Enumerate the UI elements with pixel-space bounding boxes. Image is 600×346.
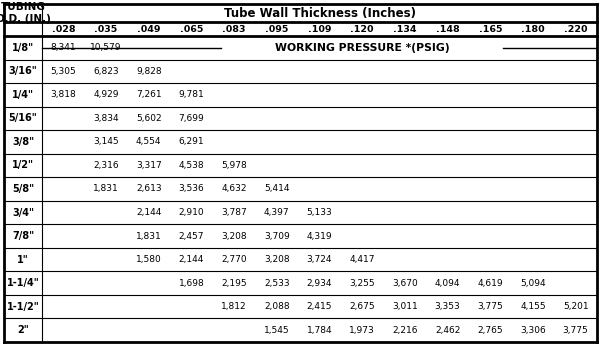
Text: 4,538: 4,538 <box>179 161 204 170</box>
Text: WORKING PRESSURE *(PSIG): WORKING PRESSURE *(PSIG) <box>275 43 449 53</box>
Text: .134: .134 <box>393 25 416 34</box>
Text: .065: .065 <box>180 25 203 34</box>
Text: 4,155: 4,155 <box>520 302 546 311</box>
Text: 1-1/4": 1-1/4" <box>7 278 40 288</box>
Text: 4,554: 4,554 <box>136 137 161 146</box>
Text: 10,579: 10,579 <box>90 43 122 52</box>
Text: .049: .049 <box>137 25 160 34</box>
Text: 4,397: 4,397 <box>264 208 290 217</box>
Text: 3,775: 3,775 <box>563 326 589 335</box>
Text: 2,457: 2,457 <box>179 231 204 240</box>
Text: 2,415: 2,415 <box>307 302 332 311</box>
Text: 2": 2" <box>17 325 29 335</box>
Text: 3,670: 3,670 <box>392 279 418 288</box>
Text: 3,353: 3,353 <box>435 302 460 311</box>
Text: 2,613: 2,613 <box>136 184 161 193</box>
Text: 3,724: 3,724 <box>307 255 332 264</box>
Text: 3,145: 3,145 <box>93 137 119 146</box>
Text: 3/8": 3/8" <box>12 137 34 147</box>
Text: .220: .220 <box>564 25 587 34</box>
Text: 1": 1" <box>17 255 29 265</box>
Text: TUBING
O.D. (IN.): TUBING O.D. (IN.) <box>0 2 50 24</box>
Text: .083: .083 <box>223 25 246 34</box>
Text: 5,201: 5,201 <box>563 302 589 311</box>
Text: 1,784: 1,784 <box>307 326 332 335</box>
Text: 3,255: 3,255 <box>349 279 375 288</box>
Text: 5,602: 5,602 <box>136 114 161 123</box>
Text: 3,536: 3,536 <box>179 184 204 193</box>
Text: 2,195: 2,195 <box>221 279 247 288</box>
Text: 7/8": 7/8" <box>12 231 34 241</box>
Text: 2,144: 2,144 <box>179 255 204 264</box>
Text: .028: .028 <box>52 25 75 34</box>
Text: 1,831: 1,831 <box>93 184 119 193</box>
Text: 2,533: 2,533 <box>264 279 290 288</box>
Text: 5,305: 5,305 <box>50 67 76 76</box>
Text: 2,216: 2,216 <box>392 326 418 335</box>
Text: .035: .035 <box>94 25 118 34</box>
Text: 1,812: 1,812 <box>221 302 247 311</box>
Text: 3/16": 3/16" <box>8 66 37 76</box>
Text: 3,317: 3,317 <box>136 161 161 170</box>
Text: 5/16": 5/16" <box>8 113 37 124</box>
Text: 7,699: 7,699 <box>179 114 204 123</box>
Text: 2,910: 2,910 <box>179 208 204 217</box>
Text: 2,675: 2,675 <box>349 302 375 311</box>
Text: .109: .109 <box>308 25 331 34</box>
Text: .148: .148 <box>436 25 460 34</box>
Text: 5,094: 5,094 <box>520 279 546 288</box>
Text: 5/8": 5/8" <box>12 184 34 194</box>
Text: .180: .180 <box>521 25 545 34</box>
Text: 5,414: 5,414 <box>264 184 290 193</box>
Text: 4,632: 4,632 <box>221 184 247 193</box>
Text: 3,775: 3,775 <box>478 302 503 311</box>
Text: 5,978: 5,978 <box>221 161 247 170</box>
Text: 1,973: 1,973 <box>349 326 375 335</box>
Text: 3,306: 3,306 <box>520 326 546 335</box>
Text: 3/4": 3/4" <box>12 208 34 218</box>
Text: .165: .165 <box>479 25 502 34</box>
Text: Tube Wall Thickness (Inches): Tube Wall Thickness (Inches) <box>223 7 415 19</box>
Text: 2,770: 2,770 <box>221 255 247 264</box>
Text: 1,545: 1,545 <box>264 326 290 335</box>
Text: 6,823: 6,823 <box>93 67 119 76</box>
Text: 2,934: 2,934 <box>307 279 332 288</box>
Text: 6,291: 6,291 <box>179 137 204 146</box>
Text: 3,834: 3,834 <box>93 114 119 123</box>
Text: 8,341: 8,341 <box>50 43 76 52</box>
Text: 2,462: 2,462 <box>435 326 460 335</box>
Text: 1-1/2": 1-1/2" <box>7 302 40 312</box>
Text: 4,094: 4,094 <box>435 279 460 288</box>
Text: 1,831: 1,831 <box>136 231 161 240</box>
Text: 5,133: 5,133 <box>307 208 332 217</box>
Text: 4,319: 4,319 <box>307 231 332 240</box>
Text: 1/2": 1/2" <box>12 161 34 171</box>
Text: 3,787: 3,787 <box>221 208 247 217</box>
Text: 2,316: 2,316 <box>93 161 119 170</box>
Text: 4,619: 4,619 <box>478 279 503 288</box>
Text: 9,828: 9,828 <box>136 67 161 76</box>
Text: 9,781: 9,781 <box>179 90 204 99</box>
Text: 3,818: 3,818 <box>50 90 76 99</box>
Text: 3,709: 3,709 <box>264 231 290 240</box>
Text: 7,261: 7,261 <box>136 90 161 99</box>
Text: .095: .095 <box>265 25 289 34</box>
Text: 1/8": 1/8" <box>12 43 34 53</box>
Text: 3,208: 3,208 <box>221 231 247 240</box>
Text: .120: .120 <box>350 25 374 34</box>
Text: 1/4": 1/4" <box>12 90 34 100</box>
Text: 2,144: 2,144 <box>136 208 161 217</box>
Text: 4,417: 4,417 <box>349 255 375 264</box>
Text: 2,088: 2,088 <box>264 302 290 311</box>
Text: 1,580: 1,580 <box>136 255 161 264</box>
Text: 3,208: 3,208 <box>264 255 290 264</box>
Text: 3,011: 3,011 <box>392 302 418 311</box>
Text: 4,929: 4,929 <box>93 90 119 99</box>
Text: 1,698: 1,698 <box>179 279 204 288</box>
Text: 2,765: 2,765 <box>478 326 503 335</box>
